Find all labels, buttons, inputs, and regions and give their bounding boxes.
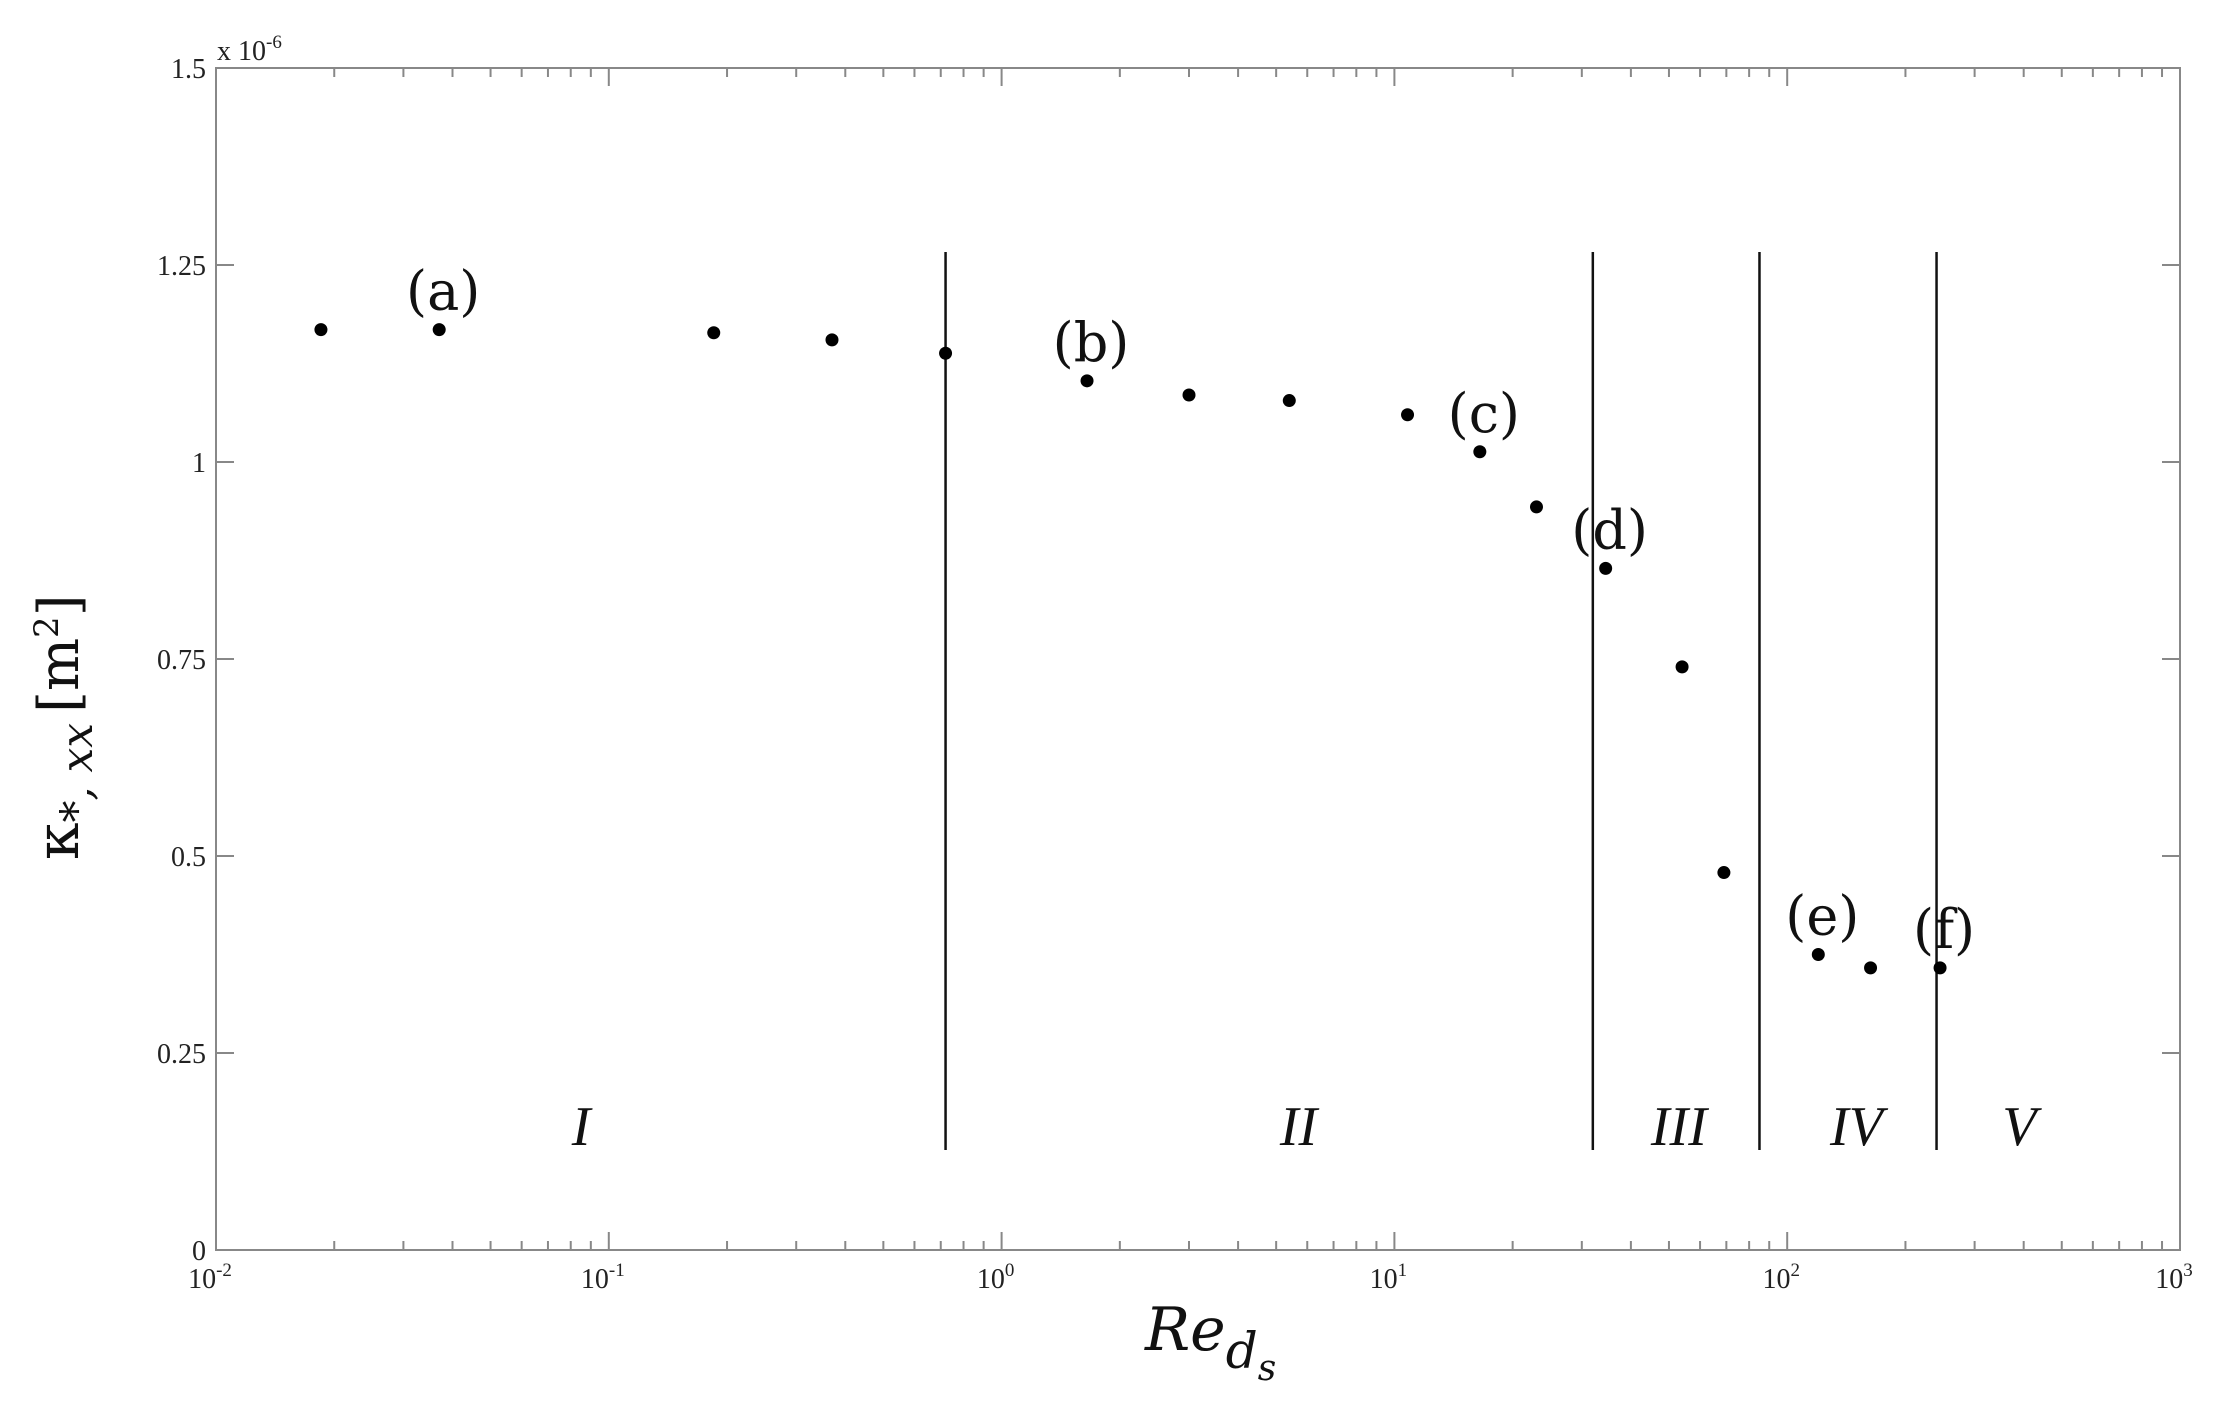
x-tick-label: 101: [1370, 1260, 1408, 1295]
data-point: [1933, 961, 1947, 975]
y-axis-label: κ*, xx[m2]: [23, 594, 103, 860]
point-annotation: (b): [1053, 311, 1130, 374]
y-tick-label: 0.25: [157, 1039, 206, 1070]
y-multiplier: x 10-6: [217, 32, 282, 67]
point-annotation: (d): [1571, 498, 1648, 561]
data-point: [939, 346, 953, 360]
data-point: [707, 326, 721, 340]
data-point: [1864, 961, 1878, 975]
data-point: [1282, 394, 1296, 408]
data-point: [1717, 866, 1731, 880]
y-axis-ticks: 0 0.25 0.5 0.75 1 1.25 1.5: [157, 54, 2180, 1267]
region-boundaries: [944, 252, 1938, 1150]
data-points: [314, 323, 1947, 975]
data-point: [1811, 948, 1825, 961]
data-point: [314, 323, 328, 337]
region-labels: I II III IV V: [571, 1096, 2043, 1158]
y-tick-label: 1.5: [171, 54, 206, 85]
y-tick-label: 0.75: [157, 645, 206, 676]
plot-frame: [215, 67, 2181, 1251]
region-label: I: [571, 1096, 593, 1158]
point-annotation: (e): [1785, 885, 1859, 948]
x-axis-ticks: 10-2 10-1 100 101 102 103: [188, 68, 2193, 1295]
x-tick-label: 103: [2155, 1260, 2193, 1295]
data-point: [1675, 660, 1689, 674]
data-point: [1473, 445, 1487, 459]
point-annotation: (a): [406, 260, 480, 323]
x-tick-label: 100: [977, 1260, 1015, 1295]
point-annotation: (c): [1448, 382, 1520, 445]
x-tick-label: 10-2: [188, 1260, 232, 1295]
x-axis-label: Reds: [1144, 1295, 1276, 1389]
data-point: [1599, 561, 1613, 575]
region-label: III: [1650, 1096, 1709, 1158]
data-point: [825, 333, 839, 347]
region-label: V: [2002, 1096, 2042, 1158]
data-point: [1401, 408, 1415, 422]
data-point: [1182, 388, 1196, 402]
y-tick-label: 0.5: [171, 842, 206, 873]
y-tick-label: 0: [192, 1236, 206, 1267]
region-label: IV: [1829, 1096, 1889, 1158]
data-point: [1080, 374, 1094, 388]
point-annotations: (a) (b) (c) (d) (e) (f): [406, 260, 1975, 961]
y-tick-label: 1.25: [157, 251, 206, 282]
data-point: [1529, 500, 1543, 514]
y-tick-label: 1: [192, 448, 206, 479]
point-annotation: (f): [1913, 898, 1975, 961]
x-tick-label: 10-1: [581, 1260, 625, 1295]
region-label: II: [1279, 1096, 1320, 1158]
x-tick-label: 102: [1762, 1260, 1800, 1295]
data-point: [432, 323, 446, 337]
